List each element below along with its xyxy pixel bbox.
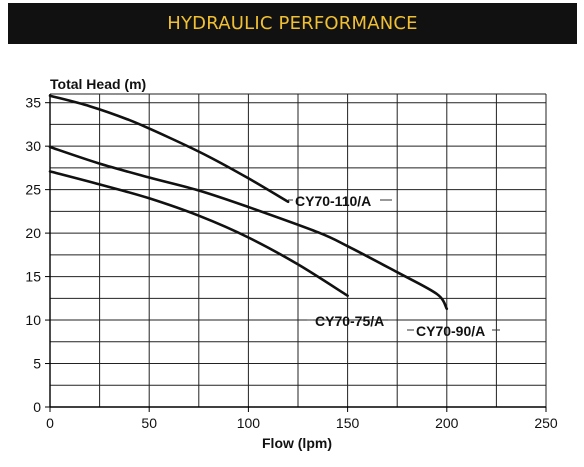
grid — [49, 93, 547, 408]
y-axis-label: Total Head (m) — [50, 76, 146, 92]
x-tick-label: 200 — [435, 415, 459, 431]
y-tick-label: 25 — [25, 182, 41, 198]
x-tick-label: 250 — [534, 415, 558, 431]
title-banner: HYDRAULIC PERFORMANCE — [8, 3, 577, 44]
series-line-cy70-90-a — [48, 145, 449, 311]
y-tick-label: 10 — [25, 312, 41, 328]
series-label: CY70-90/A — [416, 323, 485, 339]
series-labels: CY70-110/A CY70-90/A CY70-75/A — [288, 193, 500, 339]
x-tick-label: 100 — [237, 415, 261, 431]
series-line-cy70-75-a — [48, 170, 349, 297]
x-tick-label: 50 — [141, 415, 157, 431]
y-tick-label: 5 — [33, 356, 41, 372]
series-label: CY70-75/A — [315, 313, 384, 329]
series-line-cy70-110-a — [48, 94, 290, 204]
y-tick-label: 30 — [25, 138, 41, 154]
chart-title: HYDRAULIC PERFORMANCE — [167, 13, 418, 34]
x-tick-label: 150 — [336, 415, 360, 431]
series-label: CY70-110/A — [295, 193, 371, 209]
y-tick-label: 20 — [25, 225, 41, 241]
x-tick-label: 0 — [46, 415, 54, 431]
x-axis-label: Flow (lpm) — [262, 435, 332, 451]
y-tick-label: 0 — [33, 399, 41, 415]
axes: 0 50 100 150 200 250 0 5 10 15 20 25 30 35 — [25, 94, 558, 431]
series-lines — [48, 94, 449, 311]
y-tick-label: 15 — [25, 269, 41, 285]
y-tick-label: 35 — [25, 95, 41, 111]
